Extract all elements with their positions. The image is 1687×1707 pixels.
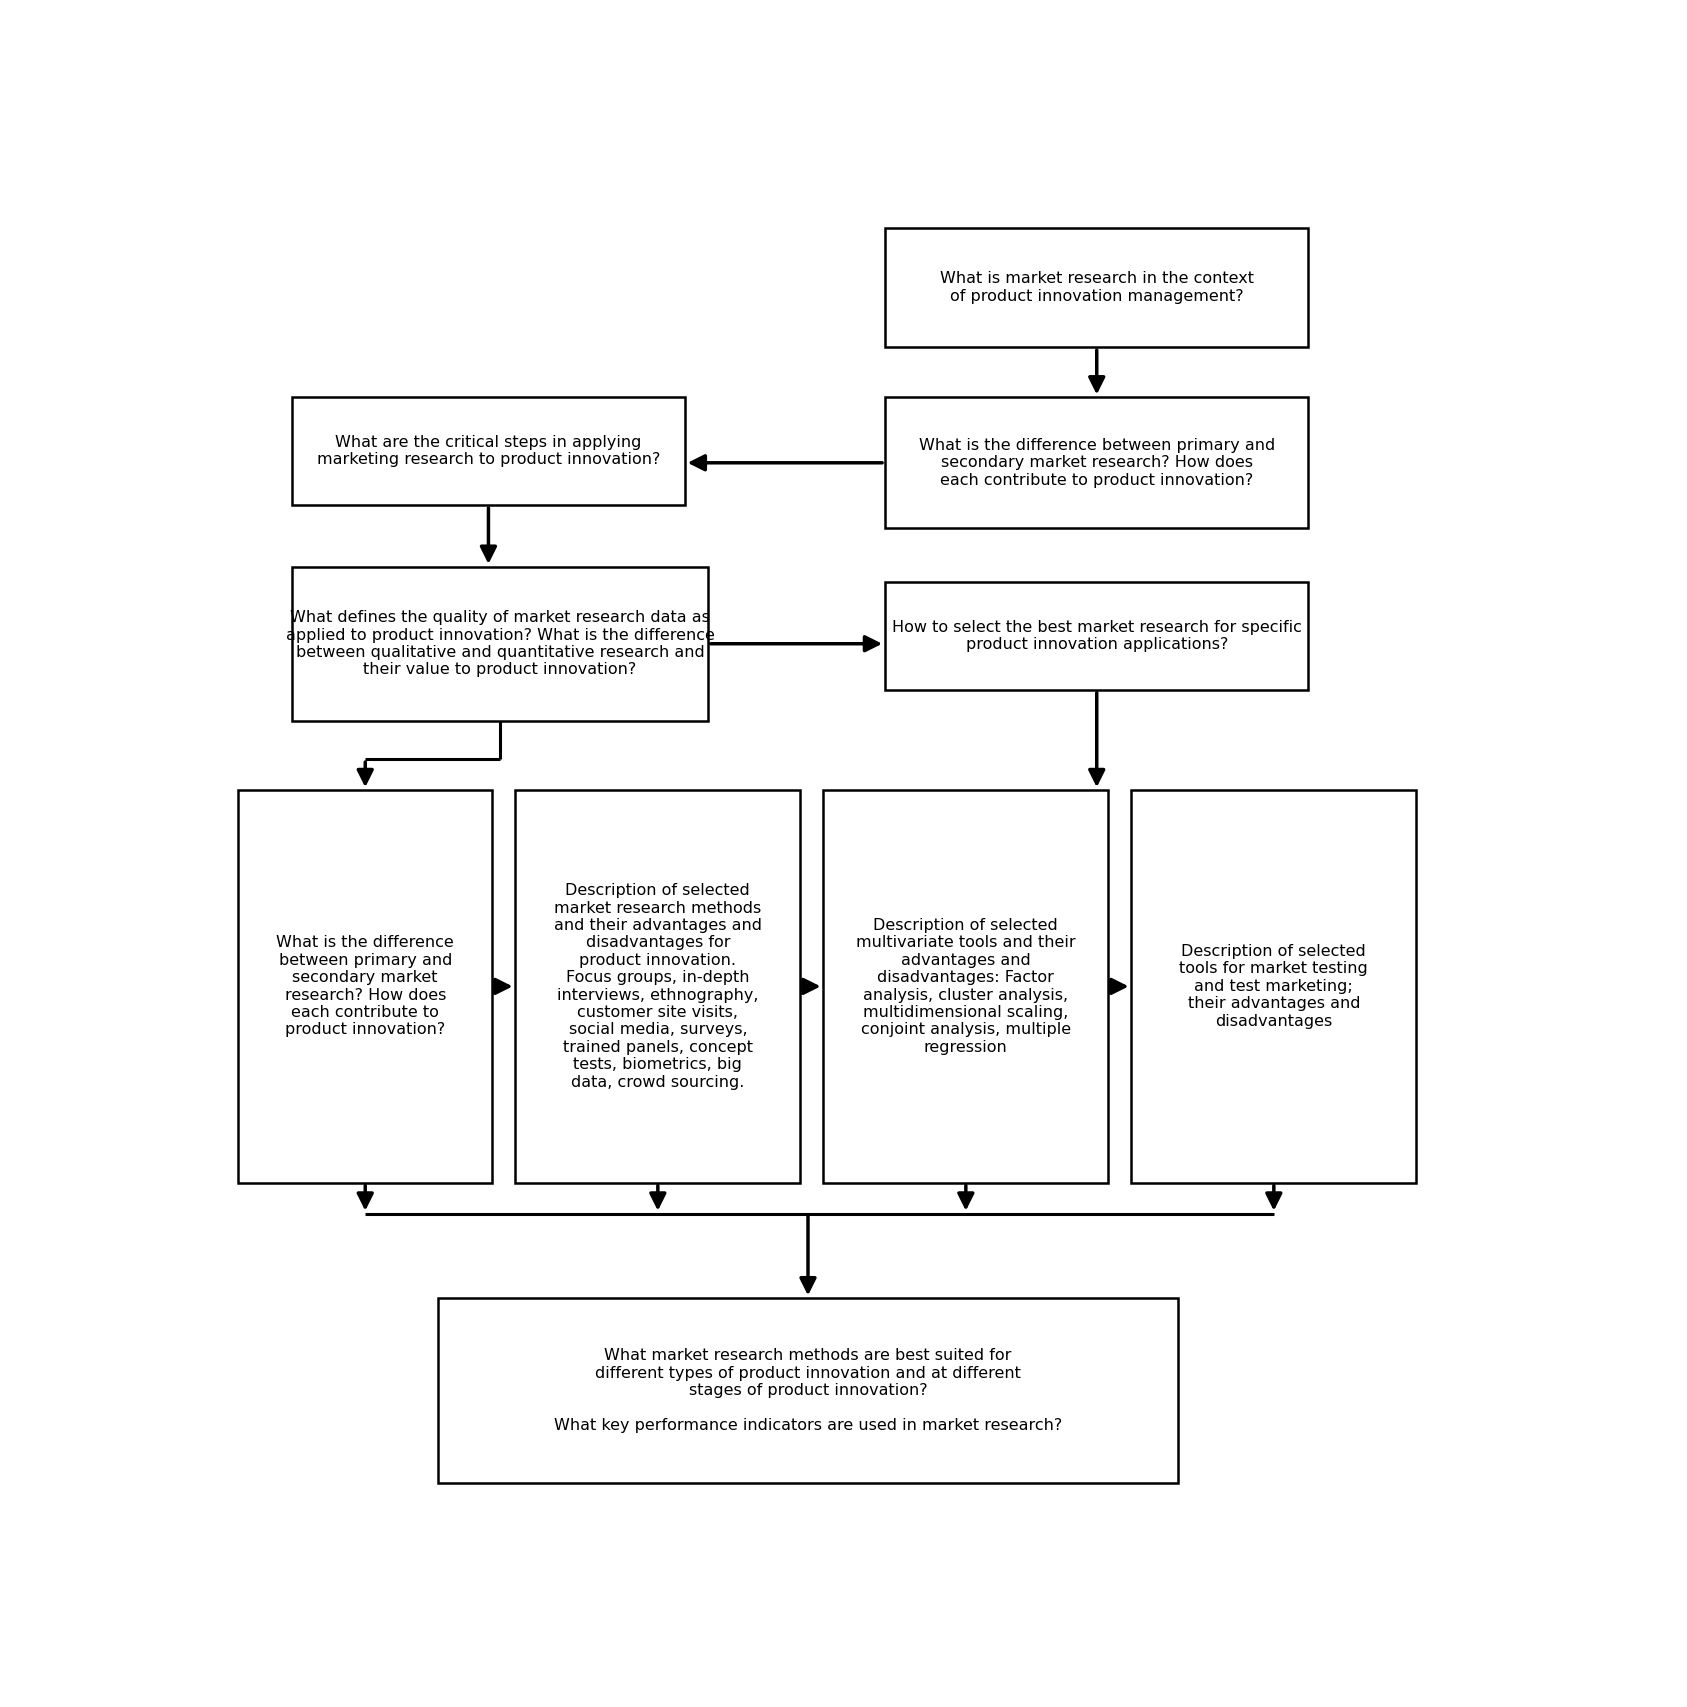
Bar (292, 398, 685, 505)
Bar (292, 567, 709, 720)
Bar (439, 1299, 1178, 1483)
Text: What are the critical steps in applying
marketing research to product innovation: What are the critical steps in applying … (317, 435, 660, 468)
Text: How to select the best market research for specific
product innovation applicati: How to select the best market research f… (892, 620, 1302, 652)
Text: Description of selected
tools for market testing
and test marketing;
their advan: Description of selected tools for market… (1179, 944, 1368, 1029)
Bar (886, 398, 1309, 527)
Text: Description of selected
multivariate tools and their
advantages and
disadvantage: Description of selected multivariate too… (855, 918, 1076, 1055)
Text: Description of selected
market research methods
and their advantages and
disadva: Description of selected market research … (553, 883, 763, 1089)
Text: What market research methods are best suited for
different types of product inno: What market research methods are best su… (553, 1349, 1063, 1432)
Bar (823, 790, 1108, 1183)
Bar (516, 790, 800, 1183)
Bar (238, 790, 493, 1183)
Text: What is the difference between primary and
secondary market research? How does
e: What is the difference between primary a… (919, 439, 1275, 488)
Text: What is the difference
between primary and
secondary market
research? How does
e: What is the difference between primary a… (277, 935, 454, 1038)
Bar (886, 229, 1309, 347)
Bar (1132, 790, 1417, 1183)
Text: What is market research in the context
of product innovation management?: What is market research in the context o… (940, 271, 1253, 304)
Bar (886, 582, 1309, 690)
Text: What defines the quality of market research data as
applied to product innovatio: What defines the quality of market resea… (285, 609, 714, 678)
